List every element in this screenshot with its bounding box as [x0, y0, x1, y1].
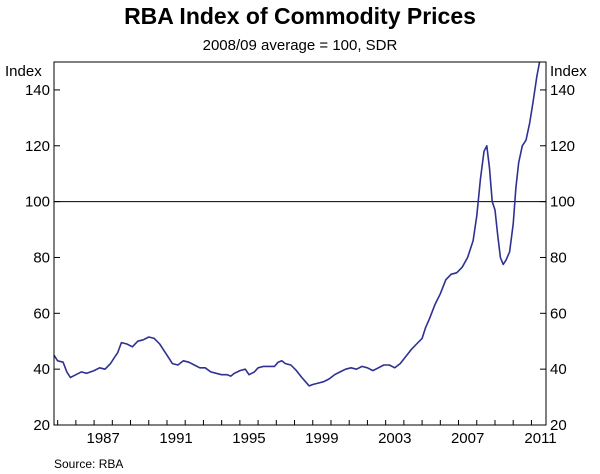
y-tick-label-left: 80 — [33, 249, 50, 266]
x-tick-label: 1991 — [159, 430, 192, 447]
y-tick-label-left: 140 — [25, 82, 50, 99]
y-tick-label-left: 60 — [33, 305, 50, 322]
y-tick-label-right: 40 — [550, 361, 567, 378]
y-tick-label-right: 80 — [550, 249, 567, 266]
y-tick-label-right: 100 — [550, 194, 575, 211]
plot-frame — [53, 61, 547, 426]
x-tick-label: 2011 — [524, 430, 556, 447]
y-tick-layer: 20 20 40 40 60 60 80 80 100 100 120 120 140 140 — [25, 82, 575, 434]
y-tick-label-right: 120 — [550, 138, 575, 155]
x-tick-label: 1995 — [232, 430, 265, 447]
x-tick-label: 2007 — [451, 430, 484, 447]
y-tick-label-left: 120 — [25, 138, 50, 155]
chart-subtitle: 2008/09 average = 100, SDR — [203, 37, 398, 54]
y-tick-label-left: 100 — [25, 194, 50, 211]
x-tick-label: 1987 — [87, 430, 120, 447]
series-layer — [53, 61, 541, 387]
x-tick-label: 1999 — [305, 430, 338, 447]
source-note: Source: RBA — [54, 457, 123, 471]
y-tick-label-right: 140 — [550, 82, 575, 99]
y-axis-unit-left: Index — [5, 63, 42, 80]
series-line — [53, 61, 541, 387]
y-tick-label-left: 20 — [33, 417, 50, 434]
x-tick-label: 2003 — [378, 430, 411, 447]
x-tick-layer: 1987 1991 1995 1999 2003 2007 2011 — [57, 420, 557, 447]
chart-title: RBA Index of Commodity Prices — [124, 3, 476, 29]
y-tick-label-right: 20 — [550, 417, 567, 434]
y-tick-label-left: 40 — [33, 361, 50, 378]
y-tick-label-right: 60 — [550, 305, 567, 322]
y-axis-unit-right: Index — [550, 63, 587, 80]
